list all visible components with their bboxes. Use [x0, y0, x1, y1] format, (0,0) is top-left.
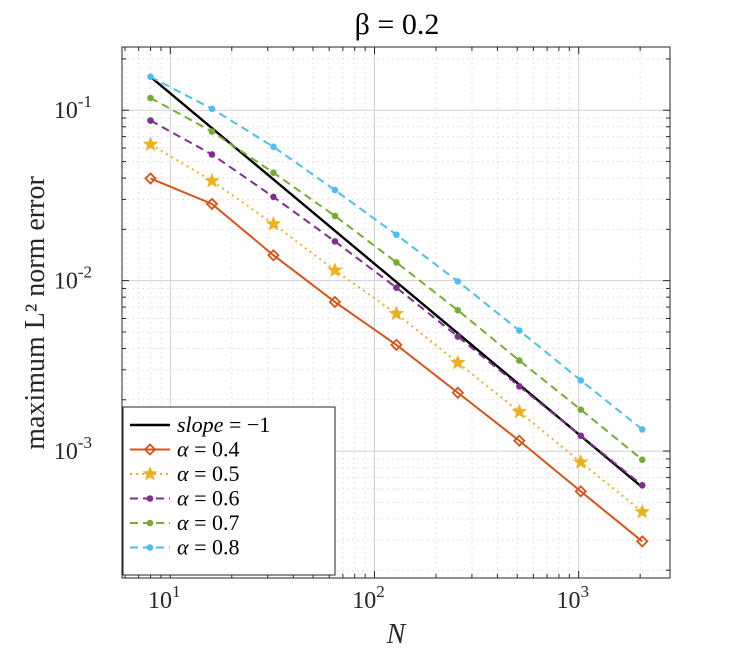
data-point-alpha-0-5: [634, 503, 650, 519]
legend-marker-alpha-0-8: [146, 544, 154, 551]
series-alpha-0-6: [147, 117, 646, 489]
data-point-alpha-0-4: [144, 172, 157, 185]
data-point-alpha-0-4: [205, 197, 219, 211]
data-point-alpha-0-7: [393, 259, 400, 266]
legend-label-alpha-0-8: α = 0.8: [177, 535, 239, 560]
data-point-alpha-0-6: [331, 238, 339, 245]
series-line-alpha-0-4: [150, 177, 643, 543]
data-point-alpha-0-6: [270, 193, 277, 201]
data-point-alpha-0-4: [267, 248, 280, 262]
y-tick-label: 10-2: [54, 263, 92, 295]
series-layer: [142, 73, 650, 548]
legend-label-alpha-0-6: α = 0.6: [177, 486, 239, 511]
y-axis-label: maximum L² norm error: [20, 176, 51, 450]
data-point-alpha-0-7: [454, 307, 462, 314]
data-point-alpha-0-6: [393, 284, 400, 291]
data-point-alpha-0-5: [265, 215, 282, 231]
legend-marker-alpha-0-4: [143, 443, 157, 456]
axes: 101 102 103 10-3 10-2 10-1: [54, 46, 671, 614]
data-point-alpha-0-8: [393, 231, 400, 239]
data-point-alpha-0-5: [142, 136, 159, 152]
series-alpha-0-4: [144, 172, 649, 548]
data-point-alpha-0-5: [511, 403, 528, 419]
data-point-alpha-0-5: [450, 354, 466, 370]
data-point-alpha-0-8: [331, 186, 339, 194]
data-point-alpha-0-8: [147, 73, 154, 81]
data-point-alpha-0-8: [638, 426, 646, 433]
data-point-alpha-0-4: [635, 535, 649, 548]
data-point-alpha-0-4: [574, 485, 588, 498]
chart-title: β = 0.2: [355, 8, 440, 41]
data-point-alpha-0-8: [454, 278, 462, 285]
legend-marker-alpha-0-5: [142, 465, 158, 481]
data-point-alpha-0-7: [331, 212, 339, 220]
legend: slope = −1α = 0.4α = 0.5α = 0.6α = 0.7α …: [122, 406, 336, 576]
data-point-alpha-0-6: [577, 432, 585, 440]
data-point-alpha-0-4: [328, 295, 342, 309]
x-tick-label: 102: [352, 582, 385, 614]
data-point-alpha-0-7: [208, 128, 216, 135]
data-point-alpha-0-8: [577, 377, 585, 384]
data-point-alpha-0-6: [454, 333, 462, 340]
data-point-alpha-0-7: [516, 357, 523, 364]
data-point-alpha-0-7: [638, 456, 646, 464]
data-point-alpha-0-6: [147, 117, 154, 124]
data-point-alpha-0-8: [270, 143, 277, 151]
data-point-alpha-0-5: [204, 172, 220, 188]
y-tick-label: 10-1: [54, 92, 92, 124]
series-line-alpha-0-7: [150, 97, 643, 461]
legend-item-alpha-0-4: α = 0.4: [130, 437, 239, 462]
series-alpha-0-5: [142, 136, 650, 519]
legend-item-alpha-0-6: α = 0.6: [130, 486, 239, 511]
data-point-alpha-0-5: [327, 262, 343, 277]
data-point-alpha-0-5: [388, 305, 405, 321]
data-point-alpha-0-4: [451, 386, 465, 399]
data-point-alpha-0-6: [516, 382, 523, 390]
data-point-alpha-0-4: [513, 434, 526, 448]
series-line-alpha-0-5: [150, 143, 643, 513]
legend-marker-alpha-0-6: [146, 495, 154, 502]
data-point-alpha-0-5: [573, 454, 589, 469]
series-alpha-0-7: [147, 94, 646, 464]
axes-box: [121, 46, 671, 579]
data-point-alpha-0-4: [390, 338, 403, 352]
legend-item-slope-reference: slope = −1: [130, 412, 270, 437]
data-point-alpha-0-6: [638, 481, 646, 489]
legend-label-alpha-0-4: α = 0.4: [177, 437, 239, 462]
data-point-alpha-0-8: [516, 327, 523, 334]
data-point-alpha-0-8: [208, 105, 216, 113]
x-tick-label: 101: [148, 582, 181, 614]
x-axis-label: N: [386, 619, 407, 650]
x-tick-label: 103: [556, 582, 589, 614]
y-tick-label: 10-3: [54, 433, 92, 465]
data-point-alpha-0-7: [147, 94, 154, 102]
data-point-alpha-0-7: [270, 169, 277, 177]
series-alpha-0-8: [147, 73, 646, 433]
data-point-alpha-0-7: [577, 406, 585, 413]
legend-item-alpha-0-7: α = 0.7: [130, 510, 239, 535]
data-point-alpha-0-6: [208, 151, 216, 158]
legend-item-alpha-0-8: α = 0.8: [130, 535, 239, 560]
legend-label-slope-reference: slope = −1: [177, 412, 270, 437]
legend-label-alpha-0-5: α = 0.5: [177, 461, 239, 486]
legend-item-alpha-0-5: α = 0.5: [130, 461, 239, 486]
legend-marker-alpha-0-7: [146, 519, 154, 527]
legend-label-alpha-0-7: α = 0.7: [177, 510, 239, 535]
series-line-alpha-0-6: [150, 119, 643, 487]
